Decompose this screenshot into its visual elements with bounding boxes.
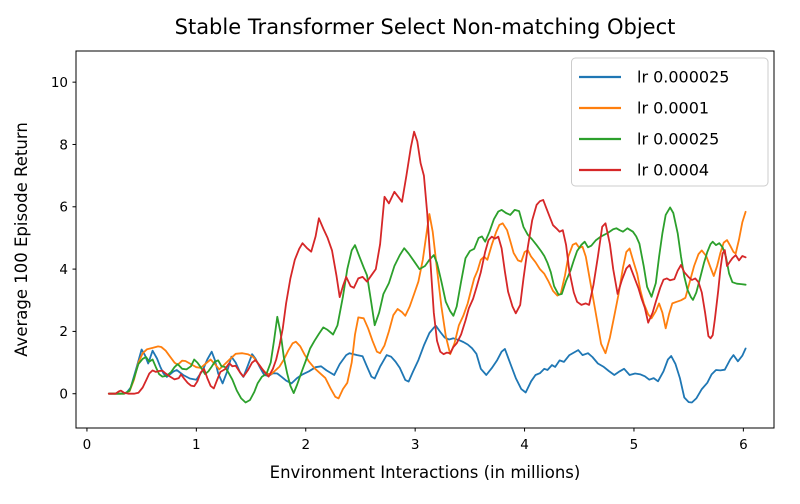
x-axis-label: Environment Interactions (in millions)	[270, 463, 581, 482]
legend-label: lr 0.000025	[637, 68, 729, 87]
x-tick-label: 5	[630, 437, 639, 453]
y-axis-label: Average 100 Episode Return	[12, 122, 31, 357]
series-line-lr-0-0001	[107, 210, 747, 400]
series-layer	[107, 130, 747, 404]
x-tick-label: 1	[192, 437, 201, 453]
legend-label: lr 0.0001	[637, 99, 709, 118]
series-line-lr-0-0004	[107, 130, 747, 395]
chart-title: Stable Transformer Select Non-matching O…	[175, 15, 676, 39]
legend-box	[571, 57, 769, 187]
legend-label: lr 0.00025	[637, 130, 719, 149]
y-tick-label: 2	[59, 324, 68, 340]
y-tick-label: 0	[59, 387, 68, 403]
x-tick-label: 3	[411, 437, 420, 453]
x-tick-label: 4	[520, 437, 529, 453]
legend-label: lr 0.0004	[637, 161, 709, 180]
plot-border	[75, 50, 775, 429]
legend: lr 0.000025 lr 0.0001 lr 0.00025 lr 0.00…	[571, 57, 769, 187]
y-tick-label: 10	[51, 75, 68, 91]
series-line-lr-0-00025	[107, 206, 747, 404]
y-tick-label: 8	[59, 137, 68, 153]
x-tick-label: 0	[83, 437, 92, 453]
tick-layer: 0 1 2 3 4 5 6 0 2 4 6 8 10	[51, 75, 748, 453]
y-tick-label: 4	[59, 262, 68, 278]
x-tick-label: 6	[739, 437, 748, 453]
x-tick-label: 2	[301, 437, 310, 453]
y-tick-label: 6	[59, 200, 68, 216]
